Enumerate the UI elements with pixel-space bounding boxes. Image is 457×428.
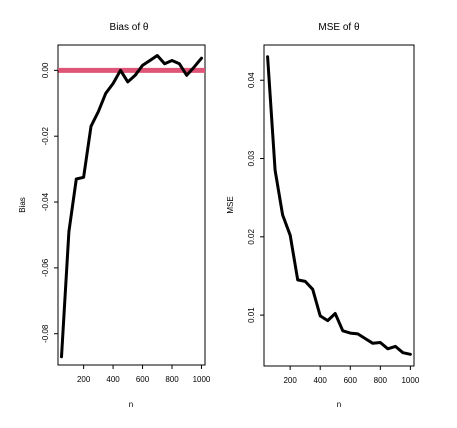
mse-x-tick-label: 400 (314, 376, 328, 385)
bias-x-tick-label: 600 (136, 375, 150, 384)
bias-y-tick-label: -0.04 (41, 192, 50, 211)
mse-x-tick-label: 1000 (401, 376, 419, 385)
mse-x-axis: 200 400 600 800 1000 (283, 365, 420, 385)
bias-title: Bias of θ (110, 22, 149, 33)
bias-y-tick-label: -0.02 (41, 127, 50, 146)
mse-y-axis-label: MSE (226, 196, 235, 213)
bias-y-axis: 0.00 -0.02 -0.04 -0.06 -0.08 (41, 62, 59, 343)
mse-x-tick-label: 600 (344, 376, 358, 385)
bias-x-axis-label: n (129, 400, 133, 409)
mse-y-tick-label: 0.03 (247, 150, 256, 166)
mse-y-axis: 0.01 0.02 0.03 0.04 (247, 72, 265, 323)
mse-y-tick-label: 0.04 (247, 72, 256, 88)
bias-y-tick-label: -0.06 (41, 258, 50, 277)
bias-y-axis-label: Bias (18, 197, 27, 213)
bias-y-tick-label: -0.08 (41, 324, 50, 343)
bias-line-layer (60, 54, 203, 359)
bias-series-line (60, 54, 203, 359)
bias-y-tick-label: 0.00 (41, 62, 50, 78)
bias-x-tick-label: 400 (106, 375, 120, 384)
mse-y-tick-label: 0.01 (247, 307, 256, 323)
bias-panel: Bias of θ 200 400 600 800 1000 0.00 -0.02 -0.0… (18, 22, 211, 409)
mse-title: MSE of θ (318, 22, 360, 33)
bias-x-tick-label: 1000 (193, 375, 211, 384)
mse-series-line (266, 55, 412, 356)
mse-line-layer (266, 55, 412, 356)
bias-plot-frame (57, 44, 206, 366)
mse-panel: MSE of θ 200 400 600 800 1000 0.010.020.030.… (226, 22, 420, 409)
mse-x-axis-label: n (337, 400, 341, 409)
mse-x-tick-label: 200 (283, 376, 297, 385)
mse-plot-frame (263, 44, 415, 367)
bias-x-tick-label: 200 (77, 375, 91, 384)
bias-x-tick-label: 800 (165, 375, 179, 384)
mse-x-tick-label: 800 (374, 376, 388, 385)
mse-y-tick-label: 0.02 (247, 228, 256, 244)
bias-x-axis: 200 400 600 800 1000 (77, 364, 211, 384)
